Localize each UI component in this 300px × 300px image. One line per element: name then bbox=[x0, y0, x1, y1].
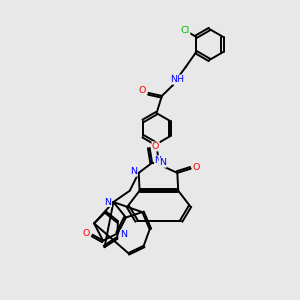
Text: N: N bbox=[105, 197, 112, 206]
Text: N: N bbox=[120, 230, 127, 239]
Text: N: N bbox=[130, 167, 137, 176]
Text: N: N bbox=[159, 158, 166, 167]
Text: O: O bbox=[138, 86, 146, 95]
Text: O: O bbox=[152, 142, 159, 151]
Text: O: O bbox=[193, 163, 200, 172]
Text: NH: NH bbox=[170, 75, 184, 84]
Text: N: N bbox=[154, 156, 161, 165]
Text: Cl: Cl bbox=[181, 26, 190, 35]
Text: O: O bbox=[82, 229, 90, 238]
